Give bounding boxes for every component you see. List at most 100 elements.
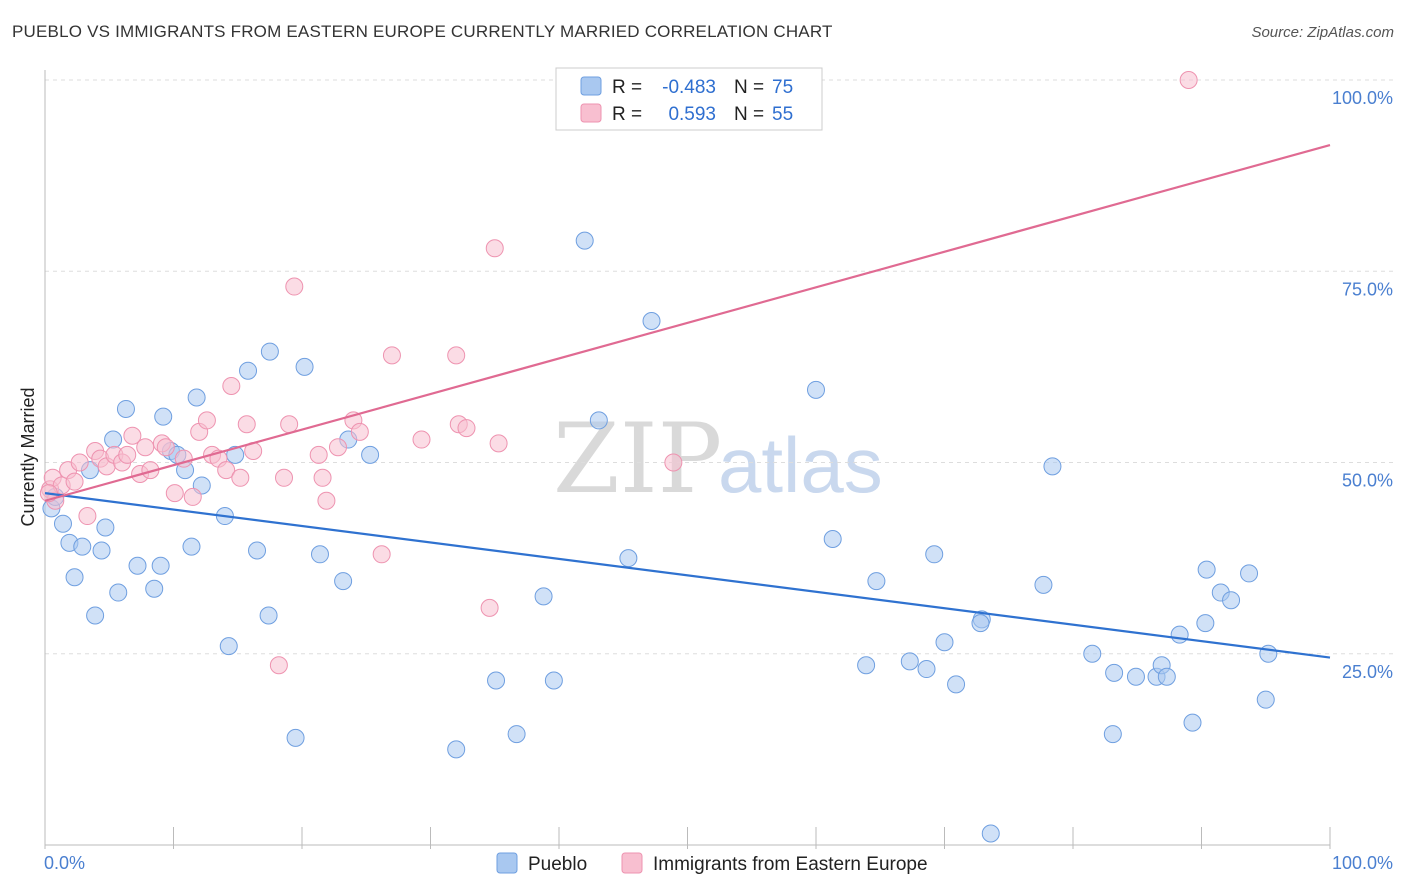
pueblo-point — [260, 342, 279, 361]
chart-title: PUEBLO VS IMMIGRANTS FROM EASTERN EUROPE… — [12, 22, 833, 41]
immig-point — [447, 346, 466, 365]
immig-point — [489, 434, 508, 453]
immig-point — [285, 277, 304, 296]
pueblo-point — [925, 545, 944, 564]
immig-point — [237, 415, 256, 434]
legend-swatch-pueblo — [580, 76, 602, 96]
pueblo-point — [86, 606, 105, 625]
pueblo-point — [310, 545, 329, 564]
pueblo-point — [947, 675, 966, 694]
bottom-legend-swatch-immig — [621, 852, 643, 874]
pueblo-point — [96, 518, 115, 537]
immig-point — [412, 430, 431, 449]
pueblo-point — [334, 572, 353, 591]
y-tick-label: 25.0% — [1342, 662, 1393, 682]
legend-n-value-pueblo: 75 — [772, 77, 793, 98]
pueblo-point — [589, 411, 608, 430]
immig-point — [664, 453, 683, 472]
immig-point — [222, 377, 241, 395]
pueblo-point — [187, 388, 206, 407]
pueblo-point — [109, 583, 128, 602]
bottom-legend-swatch-pueblo — [496, 852, 518, 874]
pueblo-point — [248, 541, 267, 560]
trend-lines — [44, 143, 1331, 659]
pueblo-point — [971, 614, 990, 633]
immig-point — [118, 445, 137, 464]
pueblo-point — [92, 541, 111, 560]
pueblo-point — [447, 740, 466, 759]
pueblo-point — [1105, 663, 1124, 682]
pueblo-point — [1256, 690, 1275, 709]
immig-point — [280, 415, 299, 434]
pueblo-point — [286, 728, 305, 747]
pueblo-point — [867, 572, 886, 591]
pueblo-points — [42, 231, 1278, 843]
immig-point — [136, 438, 155, 457]
immig-point — [269, 656, 288, 675]
pueblo-point — [116, 399, 135, 418]
pueblo-point — [1103, 725, 1122, 744]
watermark-atlas: atlas — [718, 421, 883, 509]
source-label: Source: ZipAtlas.com — [1251, 24, 1394, 41]
immig-point — [313, 468, 332, 487]
pueblo-point — [642, 311, 661, 330]
pueblo-point — [1083, 644, 1102, 663]
pueblo-point — [65, 568, 84, 587]
immig-point — [480, 598, 499, 617]
immig-point — [328, 438, 347, 457]
pueblo-point — [487, 671, 506, 690]
pueblo-point — [104, 430, 123, 449]
immig-point — [165, 484, 184, 503]
legend-r-label: R = — [612, 104, 642, 125]
pueblo-point — [219, 637, 238, 656]
legend-swatch-immig — [580, 103, 602, 123]
y-tick-label: 50.0% — [1342, 471, 1393, 491]
immig-point — [65, 472, 84, 491]
pueblo-point — [857, 656, 876, 675]
immig-point — [123, 426, 142, 445]
pueblo-point — [1183, 713, 1202, 732]
pueblo-point — [1043, 457, 1062, 476]
immig-point — [275, 468, 294, 487]
immig-point — [382, 346, 401, 365]
pueblo-point — [1259, 644, 1278, 663]
immig-point — [317, 491, 336, 510]
legend-n-label: N = — [734, 104, 764, 125]
pueblo-point — [1126, 667, 1145, 686]
pueblo-point — [619, 549, 638, 568]
legend-n-value-immig: 55 — [772, 104, 793, 125]
pueblo-point — [1222, 591, 1241, 610]
immig-point — [485, 239, 504, 258]
immig-point — [156, 438, 175, 457]
stats-legend: R = -0.483 N = 75 R = 0.593 N = 55 — [555, 67, 823, 131]
pueblo-point — [128, 556, 147, 575]
pueblo-point — [507, 725, 526, 744]
y-axis-label: Currently Married — [18, 387, 38, 526]
legend-n-label: N = — [734, 77, 764, 98]
immig-point — [217, 461, 236, 480]
immig-point — [372, 545, 391, 564]
pueblo-point — [900, 652, 919, 671]
y-tick-labels: 25.0% 50.0% 75.0% 100.0% — [1332, 88, 1393, 682]
bottom-legend-label-pueblo: Pueblo — [528, 854, 587, 875]
pueblo-point — [154, 407, 173, 426]
x-tick-label-min: 0.0% — [44, 853, 85, 873]
pueblo-point — [151, 556, 170, 575]
pueblo-point — [807, 380, 825, 399]
legend-r-value-pueblo: -0.483 — [662, 77, 716, 98]
pueblo-point — [1034, 575, 1053, 594]
pueblo-point — [935, 633, 954, 652]
x-tick-label-max: 100.0% — [1332, 853, 1393, 873]
pueblo-point — [1196, 614, 1215, 633]
pueblo-point — [1197, 560, 1216, 579]
immig-point — [197, 411, 216, 430]
pueblo-point — [239, 361, 258, 380]
watermark-zip: ZIP — [553, 403, 722, 515]
pueblo-point — [361, 445, 380, 464]
pueblo-point — [145, 579, 164, 598]
bottom-legend-label-immig: Immigrants from Eastern Europe — [653, 854, 928, 875]
pueblo-point — [226, 445, 245, 464]
bottom-legend: Pueblo Immigrants from Eastern Europe — [496, 852, 928, 875]
pueblo-point — [917, 660, 936, 679]
